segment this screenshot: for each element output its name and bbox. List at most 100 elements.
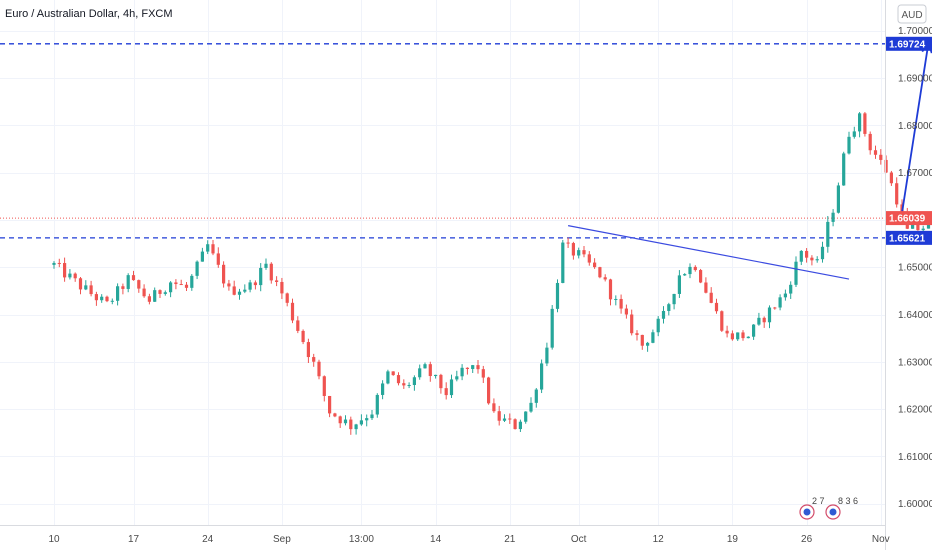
candle-bullish (455, 370, 459, 382)
candle-body (105, 296, 109, 302)
candle-bullish (449, 374, 454, 398)
candle-body (343, 419, 348, 424)
candle-body (439, 374, 443, 389)
candle-bearish (884, 155, 888, 174)
candle-body (147, 296, 151, 302)
candle-bearish (773, 306, 777, 310)
candle-bullish (460, 364, 464, 381)
candle-body (375, 394, 379, 415)
candle-bullish (518, 419, 522, 432)
candle-bullish (375, 393, 379, 418)
candle-bearish (741, 330, 745, 341)
candle-bullish (842, 151, 846, 186)
candle-body (513, 419, 517, 430)
candle-bullish (407, 382, 411, 389)
candle-bullish (836, 182, 840, 214)
candle-body (683, 274, 687, 276)
candle-body (799, 250, 803, 262)
candle-bullish (550, 305, 554, 350)
ideas-stats[interactable]: 2 7 8 3 6 (799, 496, 858, 520)
price-tick-label: 1.70000 (898, 26, 932, 37)
time-tick-label: 17 (128, 534, 140, 545)
candle-body (603, 277, 607, 280)
currency-button[interactable]: AUD (897, 4, 927, 24)
candle-body (174, 282, 178, 285)
price-tick-label: 1.67000 (898, 168, 932, 179)
candle-body (169, 282, 173, 293)
candle-bearish (322, 375, 326, 402)
candle-body (322, 376, 326, 396)
candle-bullish (757, 312, 761, 326)
trend-line (567, 225, 850, 280)
candle-body (656, 318, 660, 333)
candle-bearish (481, 365, 485, 384)
candle-bearish (269, 262, 273, 284)
candle-body (476, 365, 480, 370)
candle-body (492, 403, 496, 412)
ideas-badge-b[interactable]: 8 3 6 (825, 496, 858, 520)
candle-bearish (873, 145, 878, 159)
candle-body (831, 212, 835, 222)
candle-body (232, 286, 236, 295)
candle-bearish (439, 373, 443, 394)
candle-body (206, 244, 210, 252)
candle-bearish (290, 298, 295, 324)
candle-body (502, 418, 507, 421)
candle-body (587, 254, 591, 263)
candle-bullish (752, 324, 756, 340)
candle-body (52, 262, 56, 265)
chart-title: Euro / Australian Dollar, 4h, FXCM (5, 8, 173, 20)
candle-body (163, 292, 167, 294)
candle-bullish (52, 261, 56, 269)
candle-body (842, 153, 846, 186)
candle-body (911, 224, 915, 229)
candle-bullish (264, 258, 268, 270)
time-tick-label: Oct (571, 534, 587, 545)
ideas-badge-a[interactable]: 2 7 (799, 496, 825, 520)
candle-body (460, 367, 464, 377)
candle-bullish (169, 281, 173, 298)
candle-bullish (195, 260, 199, 280)
candle-body (916, 224, 920, 231)
candle-bearish (879, 149, 883, 165)
candle-bullish (534, 387, 538, 408)
candle-bearish (338, 415, 342, 428)
candle-body (455, 376, 459, 380)
price-tick-label: 1.60000 (898, 499, 932, 510)
candle-bullish (359, 414, 363, 426)
candle-body (582, 250, 586, 255)
candle-body (667, 304, 671, 311)
candle-bullish (68, 269, 72, 280)
time-tick-label: Nov (872, 534, 890, 545)
candle-bearish (693, 265, 697, 272)
time-tick-label: Sep (273, 534, 291, 545)
price-tick-label: 1.65000 (898, 263, 932, 274)
candle-body (73, 273, 77, 279)
candle-body (418, 368, 422, 378)
candle-body (566, 242, 570, 244)
candle-bullish (794, 256, 798, 288)
grid-lines (0, 0, 885, 525)
price-tag-label: 1.66039 (889, 214, 926, 225)
candle-body (471, 365, 475, 369)
badge-count: 8 3 6 (838, 496, 858, 506)
candle-body (550, 308, 554, 348)
price-tick-label: 1.68000 (898, 121, 932, 132)
time-tick-label: 21 (504, 534, 516, 545)
candle-body (275, 280, 279, 282)
candle-body (402, 383, 406, 386)
candle-body (767, 307, 772, 323)
candle-body (381, 383, 385, 395)
candle-bearish (78, 276, 83, 295)
candle-bullish (354, 423, 358, 435)
candle-body (561, 242, 565, 283)
candle-bullish (524, 411, 528, 424)
candle-bullish (200, 247, 204, 262)
candle-body (312, 357, 316, 362)
candle-body (863, 113, 867, 134)
candle-body (858, 113, 862, 132)
candle-body (354, 424, 358, 430)
price-tick-label: 1.61000 (898, 452, 932, 463)
candle-body (285, 293, 289, 303)
candle-body (391, 371, 395, 376)
